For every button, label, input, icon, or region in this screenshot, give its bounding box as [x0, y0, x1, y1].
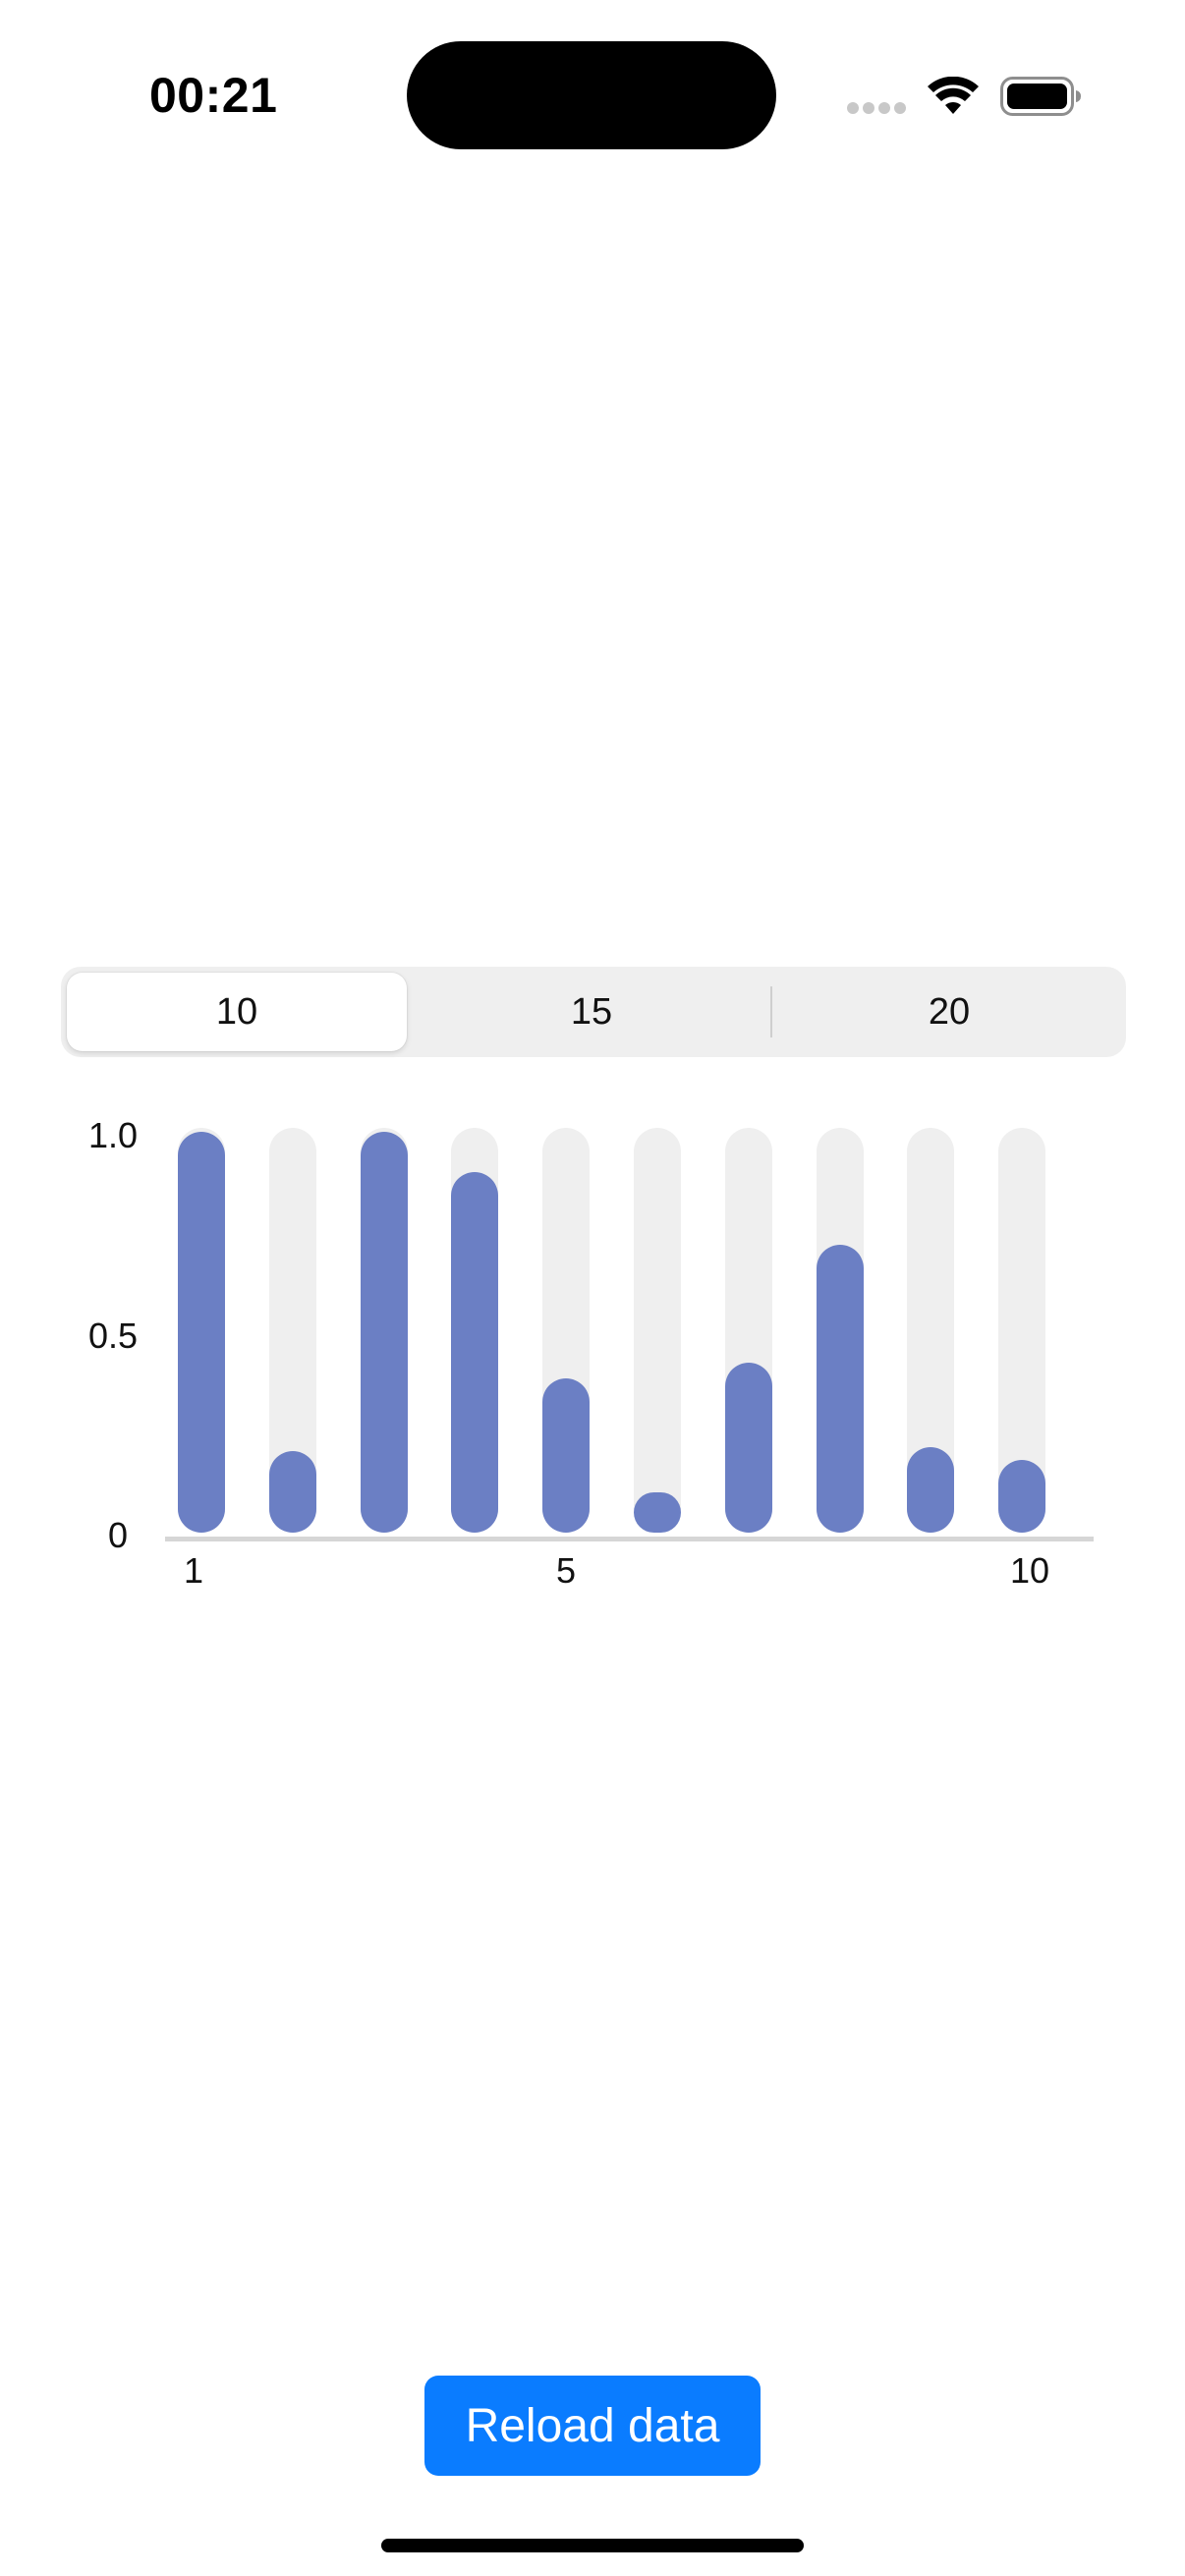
battery-icon [1000, 77, 1081, 116]
y-tick-label: 0.5 [87, 1316, 138, 1356]
bar-2 [269, 1451, 316, 1533]
y-tick-label: 0 [107, 1515, 128, 1555]
bar-9 [907, 1447, 954, 1533]
bar-1 [178, 1132, 225, 1533]
dynamic-island [407, 41, 776, 149]
segment-divider [770, 986, 772, 1037]
bar-6 [634, 1492, 681, 1533]
wifi-icon [928, 77, 979, 114]
segment-10[interactable]: 10 [67, 973, 407, 1051]
bar-7 [725, 1363, 772, 1533]
x-tick-label: 1 [183, 1550, 204, 1591]
status-time: 00:21 [149, 68, 278, 123]
segment-10-label: 10 [215, 990, 258, 1033]
y-tick-label: 1.0 [87, 1115, 138, 1155]
segment-20[interactable]: 20 [772, 967, 1126, 1057]
bar-8 [817, 1245, 864, 1533]
status-bar: 00:21 [0, 0, 1185, 157]
home-indicator[interactable] [381, 2539, 804, 2552]
x-axis-line [165, 1537, 1094, 1541]
bar-4 [451, 1172, 498, 1533]
segment-15-label: 15 [570, 990, 613, 1033]
x-tick-label: 10 [1009, 1550, 1050, 1591]
bar-3 [361, 1132, 408, 1533]
segment-15[interactable]: 15 [413, 967, 770, 1057]
reload-data-button[interactable]: Reload data [424, 2376, 761, 2476]
bar-chart: 1.0 0.5 0 1 5 10 [0, 1081, 1185, 1631]
cellular-signal-icon [847, 102, 906, 116]
bar-5 [542, 1378, 590, 1533]
bar-10 [998, 1460, 1045, 1533]
bar-count-segmented-control: 10 15 20 [61, 967, 1126, 1057]
segment-20-label: 20 [928, 990, 971, 1033]
x-tick-label: 5 [555, 1550, 577, 1591]
bar-track [634, 1128, 681, 1533]
